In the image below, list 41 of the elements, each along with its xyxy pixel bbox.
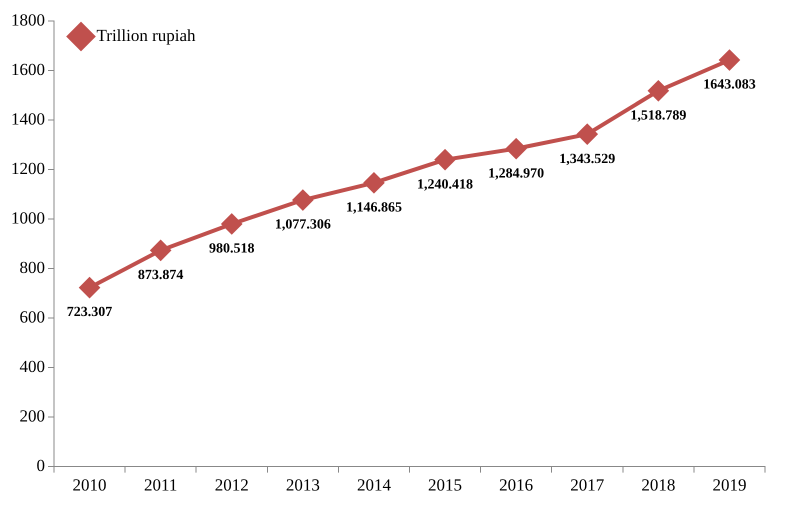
y-tick-label: 0	[36, 456, 45, 476]
data-label: 1,146.865	[346, 200, 402, 216]
x-tick-label: 2013	[286, 475, 320, 494]
x-tick-label: 2014	[356, 475, 392, 494]
point	[577, 124, 598, 144]
data-label: 1,518.789	[630, 108, 686, 124]
y-tick-label: 400	[20, 357, 45, 376]
y-tick-label: 600	[20, 308, 45, 327]
point	[222, 214, 242, 234]
x-tick-label: 2015	[428, 475, 462, 494]
data-label: 873.874	[138, 268, 184, 283]
y-tick-label: 1600	[11, 60, 45, 80]
point	[435, 150, 456, 170]
x-tick-label: 2010	[72, 475, 107, 494]
point	[292, 190, 313, 210]
point	[364, 172, 384, 193]
data-label: 723.307	[66, 305, 112, 320]
data-label: 1,240.418	[417, 177, 474, 192]
data-label: 1,343.529	[559, 152, 616, 167]
point	[719, 50, 740, 70]
data-label: 1643.083	[703, 78, 756, 93]
data-label: 1,284.970	[488, 166, 544, 182]
x-tick-label: 2012	[214, 475, 249, 494]
data-label: 1,077.306	[274, 218, 331, 233]
y-tick-label: 200	[20, 406, 45, 426]
y-tick-label: 800	[20, 258, 45, 278]
x-tick-label: 2011	[144, 475, 178, 494]
x-tick-label: 2018	[641, 475, 676, 494]
legend-label: Trillion rupiah	[96, 26, 196, 45]
y-tick-label: 1800	[11, 10, 45, 30]
y-tick-label: 1200	[11, 159, 45, 178]
point	[506, 138, 526, 159]
x-tick-label: 2016	[499, 475, 534, 494]
point	[80, 278, 100, 298]
y-tick-label: 1400	[11, 110, 45, 129]
x-tick-label: 2019	[712, 475, 746, 494]
y-tick-label: 1000	[11, 208, 45, 228]
x-tick-label: 2017	[570, 475, 605, 494]
point	[150, 240, 171, 260]
data-label: 980.518	[209, 242, 254, 257]
point	[648, 80, 668, 101]
